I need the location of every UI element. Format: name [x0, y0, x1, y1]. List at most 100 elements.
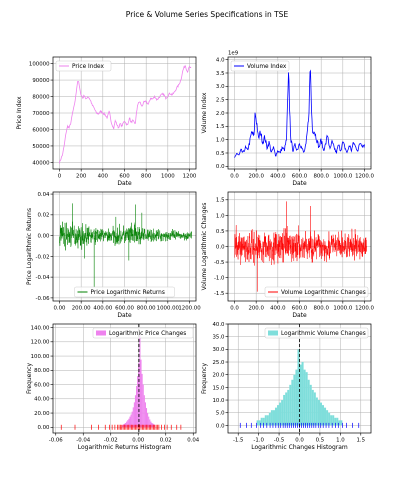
grid	[228, 192, 371, 301]
y-axis-label: Price Logarithmic Returns	[26, 208, 33, 285]
y-tick-label: 40000	[32, 160, 50, 166]
histogram-bar	[134, 395, 137, 428]
x-tick-label: 0.00	[132, 438, 145, 444]
y-tick-label: 4.0	[216, 58, 225, 64]
histogram-bar	[129, 416, 131, 428]
x-tick-label: 0.00	[53, 306, 66, 312]
x-tick-label: 400.00	[93, 306, 112, 312]
y-tick-label: 2.5	[216, 98, 225, 104]
x-tick-label: -0.06	[49, 438, 64, 444]
y-tick-label: 1.5	[216, 198, 225, 204]
y-tick-label: 1.0	[216, 138, 225, 144]
y-tick-label: 2.0	[216, 111, 225, 117]
x-tick-label: 1200.0	[355, 174, 374, 180]
histogram-bar	[270, 410, 273, 426]
series-line	[234, 225, 367, 266]
x-tick-label: 600.0	[292, 174, 308, 180]
histogram-bar	[303, 369, 306, 426]
chart-price_returns: 0.00 200.00 400.00 600.00 800.00 1000.00 1200.…	[26, 191, 201, 319]
y-tick-label: 35.0	[212, 335, 225, 341]
x-tick-label: 0.0	[295, 438, 304, 444]
histogram-bar	[121, 425, 123, 428]
histogram-bar	[142, 384, 144, 428]
histogram-bar	[149, 419, 151, 428]
y-tick-label: 80000	[32, 94, 50, 100]
x-tick-label: 600.0	[292, 306, 308, 312]
legend-box	[264, 327, 369, 339]
legend-label: Price Index	[72, 64, 105, 70]
x-tick-label: 1.0	[336, 438, 345, 444]
histogram-bar	[315, 397, 318, 426]
x-tick-label: 200.0	[248, 306, 264, 312]
histogram-bar	[143, 395, 145, 428]
histogram-bar	[277, 405, 280, 426]
grid	[53, 57, 196, 169]
y-axis-label: Price Index	[16, 96, 23, 130]
x-axis-label: Date	[292, 312, 307, 319]
y-tick-label: 30.0	[212, 347, 225, 353]
y-tick-label: 15.0	[212, 385, 225, 391]
histogram-bar	[291, 379, 294, 426]
y-tick-label: 100000	[29, 61, 50, 67]
y-axis-label: Frequency	[26, 363, 33, 394]
histogram-bar	[127, 420, 129, 428]
chart-volume_changes: 0.0 200.0 400.0 600.0 800.0 1000.0 1200.0 -1.5 -…	[201, 191, 374, 319]
x-tick-label: 600	[119, 174, 130, 180]
y-tick-label: 3.0	[216, 84, 225, 90]
histogram-bar	[147, 413, 149, 428]
histogram-bar	[340, 420, 343, 426]
y-tick-label: 40.0	[212, 322, 225, 328]
x-tick-label: 400	[98, 174, 109, 180]
histogram-bar	[309, 384, 312, 426]
y-tick-label: 0.0	[216, 244, 225, 250]
y-tick-label: 80.00	[34, 368, 50, 374]
histogram-bar	[297, 349, 300, 426]
legend-label: Volume Logarithmic Changes	[281, 290, 366, 296]
histogram-bar	[139, 334, 141, 428]
plot-area	[239, 349, 360, 428]
y-tick-label: 0.00	[37, 234, 50, 240]
histogram-bar	[307, 379, 310, 426]
histogram-bar	[305, 372, 308, 426]
plot-area	[59, 203, 192, 288]
y-tick-label: 1.5	[216, 124, 225, 130]
histogram-bar	[293, 374, 296, 426]
axes-frame	[52, 323, 197, 434]
x-tick-label: 1000.0	[333, 174, 352, 180]
x-tick-label: 1.5	[356, 438, 365, 444]
y-axis-label: Frequency	[201, 363, 208, 394]
x-tick-label: -1.5	[233, 438, 244, 444]
histogram-bar	[299, 364, 302, 426]
histogram-bar	[326, 410, 329, 426]
histogram-bar	[150, 421, 152, 428]
plot-area	[60, 334, 182, 430]
histogram-bar	[268, 412, 271, 426]
y-tick-label: 25.0	[212, 360, 225, 366]
x-tick-label: 0.0	[230, 306, 239, 312]
chart-returns_hist: -0.06 -0.04 -0.02 0.00 0.02 0.04 0.00 20.00 40.0…	[26, 323, 200, 451]
x-tick-label: 800.0	[313, 174, 329, 180]
y-tick-label: -0.5	[214, 260, 225, 266]
y-tick-label: 3.5	[216, 71, 225, 77]
y-tick-label: 0.5	[216, 229, 225, 235]
histogram-bar	[262, 417, 265, 426]
legend-label: Logarithmic Price Changes	[109, 331, 186, 337]
chart-changes_hist: -1.5 -1.0 -0.5 0.0 0.5 1.0 1.5 0.0 5.0 10.0 15.0 20…	[201, 322, 372, 451]
grid	[53, 324, 196, 433]
legend: Volume Logarithmic Changes	[264, 286, 369, 298]
histogram-bar	[334, 417, 337, 426]
histogram-bar	[332, 415, 335, 426]
y-tick-label: 0.02	[37, 213, 49, 219]
y-tick-label: 20.00	[34, 411, 50, 417]
histogram-bar	[145, 408, 148, 428]
histogram-bar	[317, 400, 320, 426]
y-tick-label: 0.0	[216, 164, 225, 170]
histogram-bar	[131, 411, 133, 428]
histogram-bar	[279, 402, 282, 426]
legend-label: Price Logarithmic Returns	[91, 290, 165, 296]
legend: Logarithmic Volume Changes	[264, 327, 369, 339]
x-tick-label: 1200.0	[355, 306, 374, 312]
legend-box	[55, 60, 112, 72]
histogram-bar	[272, 410, 275, 426]
histogram-bar	[126, 421, 128, 428]
